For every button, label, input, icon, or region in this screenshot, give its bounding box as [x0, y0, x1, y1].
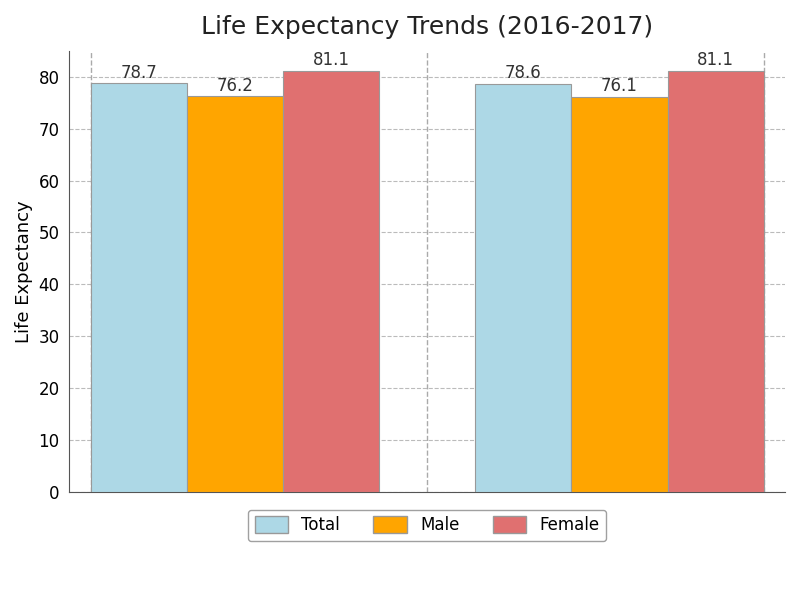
- Title: Life Expectancy Trends (2016-2017): Life Expectancy Trends (2016-2017): [201, 15, 654, 39]
- Text: 81.1: 81.1: [697, 51, 734, 69]
- Text: 76.1: 76.1: [601, 78, 638, 96]
- Text: 78.6: 78.6: [505, 64, 542, 82]
- Y-axis label: Life Expectancy: Life Expectancy: [15, 200, 33, 343]
- Legend: Total, Male, Female: Total, Male, Female: [248, 510, 606, 541]
- Bar: [571, 97, 667, 492]
- Text: 78.7: 78.7: [121, 64, 158, 82]
- Text: 76.2: 76.2: [217, 77, 254, 95]
- Bar: [90, 84, 187, 492]
- Bar: [475, 84, 571, 492]
- Bar: [667, 71, 764, 492]
- Text: 81.1: 81.1: [313, 51, 350, 69]
- Bar: [283, 71, 379, 492]
- Bar: [187, 96, 283, 492]
